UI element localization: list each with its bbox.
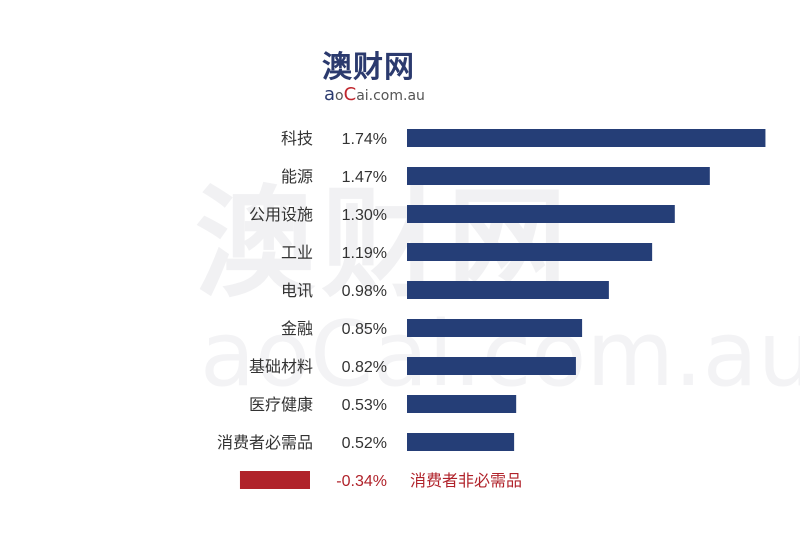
value-label: 0.53% (342, 397, 387, 414)
logo-url-a: a (324, 84, 336, 105)
bar (407, 129, 766, 147)
value-label: -0.34% (336, 473, 387, 490)
category-label: 公用设施 (249, 205, 313, 224)
category-label: 科技 (281, 129, 313, 148)
value-label: 1.30% (342, 207, 387, 224)
bar (407, 205, 675, 223)
logo-url-o: o (335, 88, 344, 104)
logo-url-rest: ai.com.au (356, 88, 425, 104)
category-label: 工业 (281, 243, 313, 262)
category-label: 基础材料 (249, 357, 313, 376)
bar (407, 357, 576, 375)
category-label: 能源 (281, 167, 313, 186)
brand-logo: 澳财网 aoCai.com.au (322, 50, 432, 112)
bar (407, 433, 515, 451)
value-label: 0.98% (342, 283, 387, 300)
category-label: 消费者非必需品 (410, 471, 522, 490)
bar (407, 395, 517, 413)
category-label: 电讯 (281, 281, 313, 300)
logo-url-c: C (343, 84, 357, 105)
value-label: 1.74% (342, 131, 387, 148)
value-label: 0.52% (342, 435, 387, 452)
value-label: 0.85% (342, 321, 387, 338)
bar (407, 243, 653, 261)
category-label: 消费者必需品 (217, 433, 313, 452)
category-label: 医疗健康 (249, 395, 313, 414)
value-label: 1.19% (342, 245, 387, 262)
bar-negative (239, 471, 310, 489)
bar (407, 167, 710, 185)
category-label: 金融 (281, 319, 313, 338)
logo-title: 澳财网 (322, 50, 415, 85)
bar (407, 319, 583, 337)
value-label: 0.82% (342, 359, 387, 376)
bar (407, 281, 609, 299)
logo-url: aoCai.com.au (324, 86, 425, 105)
value-label: 1.47% (342, 169, 387, 186)
